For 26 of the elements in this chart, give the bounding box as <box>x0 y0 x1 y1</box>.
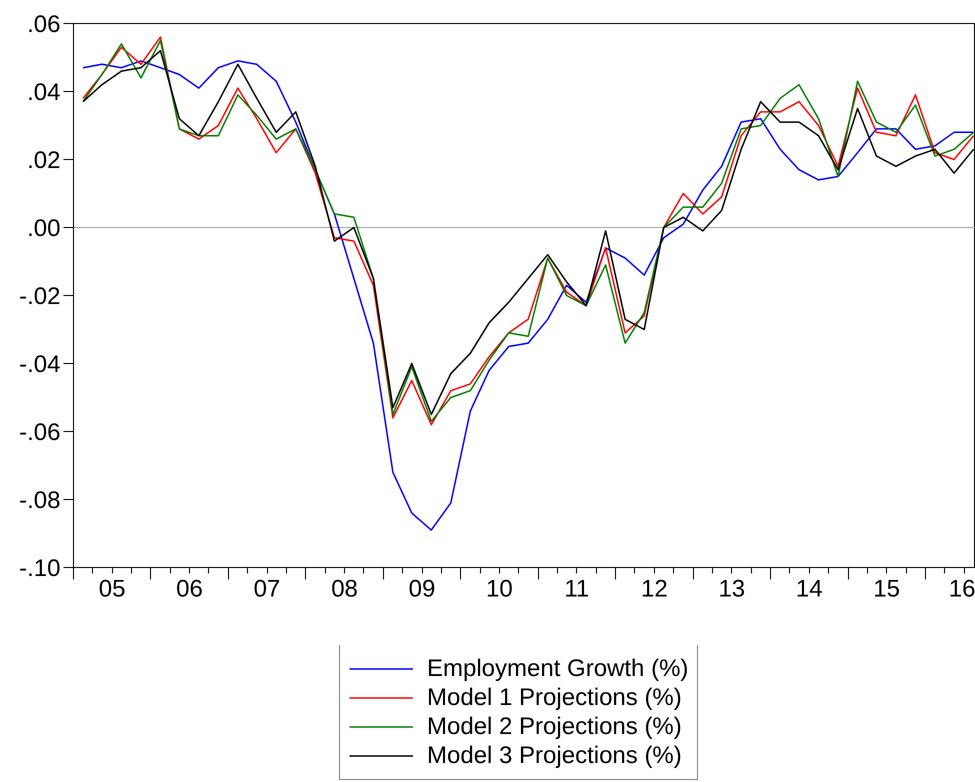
y-tick-label: -.04 <box>19 351 61 378</box>
y-tick-label: -.08 <box>19 487 61 514</box>
x-tick-label: 05 <box>98 576 126 602</box>
legend-label: Model 1 Projections (%) <box>427 683 682 712</box>
line-series <box>82 60 974 531</box>
y-tick-label: .04 <box>27 79 61 106</box>
legend-label: Model 3 Projections (%) <box>427 741 682 770</box>
x-tick-label: 11 <box>564 576 590 602</box>
x-tick-label: 15 <box>873 576 900 602</box>
x-tick-label: 12 <box>641 576 668 602</box>
y-tick-label: .00 <box>27 215 61 242</box>
y-tick-label: .06 <box>27 11 61 38</box>
y-tick-label: -.02 <box>19 283 61 310</box>
x-tick-label: 06 <box>176 576 203 602</box>
y-tick-label: -.06 <box>19 419 61 446</box>
x-tick-label: 08 <box>331 576 358 602</box>
y-tick-label: -.10 <box>19 555 61 582</box>
x-tick-label: 16 <box>948 576 975 602</box>
y-tick-label: .02 <box>27 147 61 174</box>
legend-label: Employment Growth (%) <box>427 654 688 683</box>
x-tick-label: 14 <box>796 576 823 602</box>
legend-label: Model 2 Projections (%) <box>427 712 682 741</box>
x-tick-label: 07 <box>254 576 280 602</box>
x-tick-label: 13 <box>718 576 746 602</box>
x-tick-label: 09 <box>408 576 436 602</box>
x-tick-label: 10 <box>486 576 513 602</box>
